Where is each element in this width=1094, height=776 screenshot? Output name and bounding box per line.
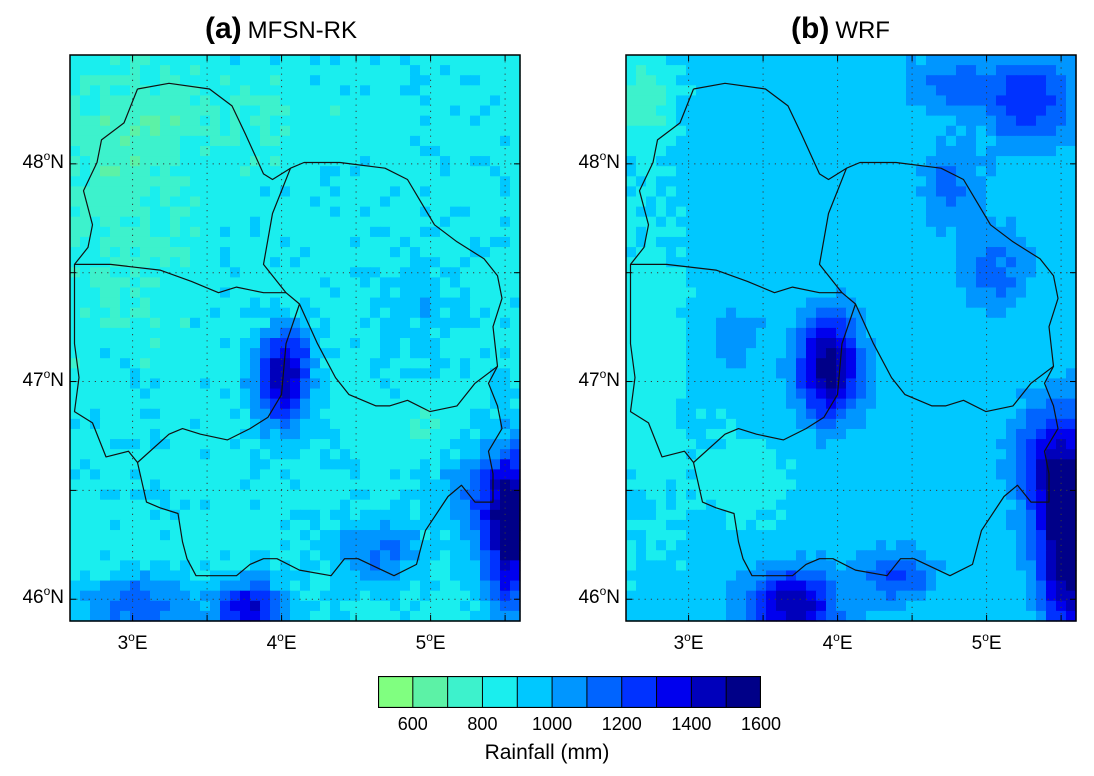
rainfall-field-b [626, 55, 1077, 622]
lat-label-a-47: 47oN [22, 366, 64, 391]
lon-label-a-3: 3oE [117, 630, 148, 654]
colorbar-label: Rainfall (mm) [484, 741, 610, 764]
colorbar-tick-600: 600 [397, 714, 428, 734]
region-boundaries-b [629, 82, 1059, 577]
colorbar-swatch-6 [586, 676, 623, 708]
lat-label-b-48: 48oN [578, 148, 620, 173]
colorbar-swatch-10 [726, 676, 761, 708]
lon-label-b-5: 5oE [971, 630, 1002, 654]
colorbar-swatch-0 [378, 676, 414, 708]
colorbar-swatch-4 [517, 676, 553, 708]
graticule-a [70, 55, 520, 621]
colorbar-tick-800: 800 [467, 714, 498, 734]
lat-label-a-48: 48oN [22, 148, 64, 173]
colorbar-swatch-5 [552, 676, 588, 708]
colorbar [378, 676, 761, 708]
colorbar-swatch-7 [621, 676, 657, 708]
colorbar-swatch-9 [691, 676, 727, 708]
panel-a-name: MFSN-RK [247, 17, 357, 44]
axis-ticks-b [626, 55, 1076, 621]
rainfall-field-a [70, 55, 521, 622]
colorbar-swatch-8 [656, 676, 692, 708]
lon-label-a-4: 4oE [266, 630, 297, 654]
lon-label-b-3: 3oE [673, 630, 704, 654]
colorbar-swatch-3 [482, 676, 518, 708]
axis-ticks-a [70, 55, 520, 621]
panel-b-title: (b) WRF [791, 12, 890, 46]
colorbar-swatch-2 [447, 676, 483, 708]
map-frame-a [69, 54, 521, 622]
region-boundaries-a [73, 82, 503, 577]
colorbar-tick-1600: 1600 [740, 714, 782, 734]
colorbar-swatch-1 [412, 676, 449, 708]
map-frame-b [625, 54, 1077, 622]
colorbar-tick-1200: 1200 [601, 714, 642, 734]
lat-label-a-46: 46oN [22, 584, 64, 609]
lon-label-a-5: 5oE [415, 630, 446, 654]
lon-label-b-4: 4oE [822, 630, 853, 654]
lat-label-b-47: 47oN [578, 366, 620, 391]
panel-a-title: (a) MFSN-RK [205, 12, 357, 46]
graticule-b [626, 55, 1076, 621]
lat-label-b-46: 46oN [578, 584, 620, 609]
colorbar-tick-1400: 1400 [671, 714, 712, 734]
panel-b-name: WRF [835, 17, 890, 44]
panel-b-label: (b) [791, 12, 830, 45]
colorbar-tick-1000: 1000 [532, 714, 573, 734]
panel-a-label: (a) [205, 12, 242, 45]
